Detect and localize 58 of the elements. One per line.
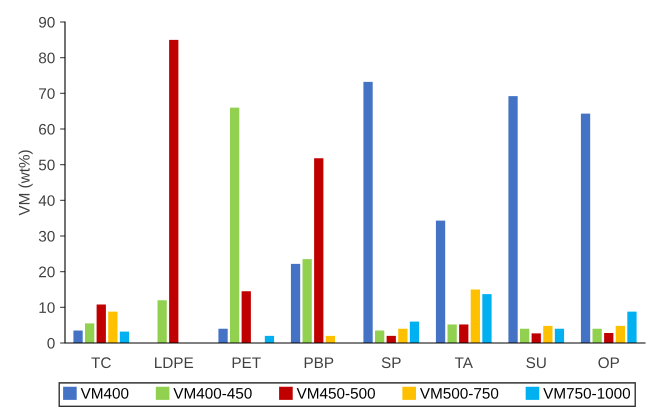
y-tick-label: 90	[39, 16, 55, 28]
bar	[169, 40, 178, 343]
bar	[242, 291, 251, 343]
bar	[158, 300, 167, 343]
x-tick-label: TC	[91, 357, 111, 368]
y-axis-title: VM (wt%)	[18, 150, 33, 216]
bar	[520, 328, 530, 343]
bar	[532, 333, 541, 343]
x-tick-label: LDPE	[155, 357, 194, 368]
bar	[314, 158, 324, 343]
legend-label: VM750-1000	[543, 388, 630, 399]
x-tick-label: PBP	[304, 357, 334, 368]
legend-label: VM500-750	[420, 388, 498, 399]
legend-label: VM400-450	[173, 388, 252, 399]
bar	[386, 336, 396, 343]
x-tick-label: SP	[382, 357, 401, 368]
bar	[543, 326, 552, 343]
bar	[302, 259, 312, 343]
bar	[554, 328, 564, 343]
y-tick-label: 10	[39, 302, 55, 314]
y-tick-label: 60	[39, 124, 55, 135]
bar	[230, 108, 240, 343]
bar	[508, 96, 518, 343]
y-tick-label: 50	[38, 160, 55, 170]
bar	[627, 312, 637, 343]
bar	[290, 264, 300, 343]
bar	[96, 304, 106, 343]
bar	[120, 332, 130, 343]
y-tick-label: 20	[39, 266, 55, 278]
bar	[218, 328, 228, 343]
bar	[398, 328, 408, 343]
y-tick-label: 30	[38, 230, 55, 242]
bar	[448, 324, 457, 343]
x-tick-label: SU	[526, 357, 546, 368]
y-tick-label: 70	[39, 88, 55, 100]
bar	[108, 312, 118, 343]
bar	[482, 294, 492, 343]
bar	[73, 330, 83, 343]
bar	[470, 290, 480, 343]
y-tick-label: 40	[38, 195, 55, 206]
x-tick-label: OP	[598, 357, 619, 368]
bar	[375, 330, 384, 343]
y-tick-label: 80	[38, 52, 55, 64]
bar	[459, 324, 468, 343]
x-tick-label: PET	[232, 357, 261, 368]
bar	[580, 114, 590, 343]
bar	[592, 328, 602, 343]
bar	[616, 326, 625, 343]
bar	[85, 323, 94, 343]
bar	[604, 333, 614, 343]
bar	[326, 336, 335, 343]
bar	[363, 82, 373, 343]
legend-label: VM400	[80, 388, 128, 399]
y-tick-label: 0	[47, 338, 55, 349]
x-tick-label: TA	[454, 357, 473, 368]
legend-label: VM450-500	[296, 388, 375, 399]
bar	[410, 322, 420, 343]
bar	[436, 220, 446, 343]
